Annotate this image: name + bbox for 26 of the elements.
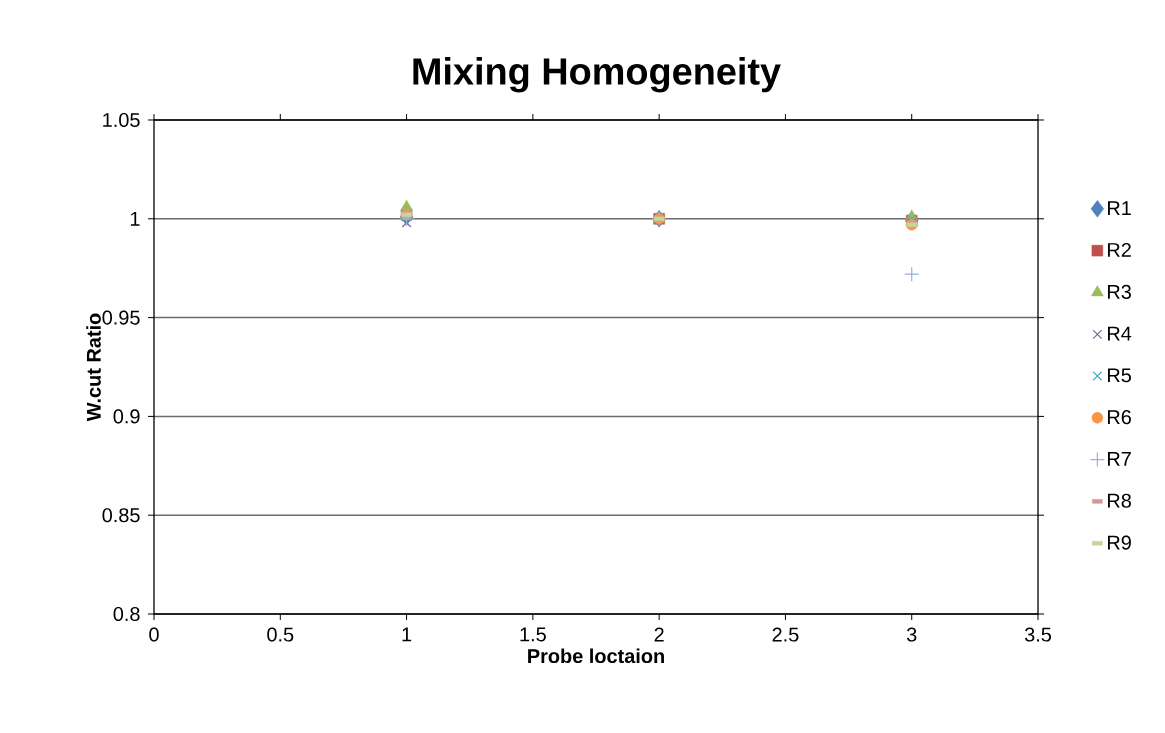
x-tick-label: 3 <box>906 627 917 642</box>
legend-label: R1 <box>1108 201 1131 215</box>
x-tick-label: 1.5 <box>520 627 546 642</box>
legend-label: R3 <box>1108 284 1131 299</box>
legend-label: R6 <box>1108 410 1131 425</box>
legend-label: R8 <box>1108 493 1131 508</box>
legend-label: R2 <box>1108 242 1131 257</box>
legend-label: R7 <box>1108 451 1131 466</box>
x-tick-label: 1 <box>402 627 412 642</box>
y-axis-title: W.cut Ratio <box>86 313 101 422</box>
y-tick-label: 1.05 <box>103 112 140 128</box>
y-tick-label: 0.95 <box>102 310 140 325</box>
x-tick-label: 0 <box>149 627 159 642</box>
x-tick-label: 2 <box>654 627 664 642</box>
legend-label: R5 <box>1108 368 1131 383</box>
legend-label: R9 <box>1108 535 1131 550</box>
chart-title: Mixing Homogeneity <box>413 57 781 93</box>
x-axis-title: Probe loctaion <box>528 648 664 664</box>
y-tick-label: 0.85 <box>102 508 140 523</box>
y-tick-label: 0.8 <box>113 606 140 622</box>
y-tick-label: 1 <box>130 211 140 226</box>
y-tick-label: 0.9 <box>113 409 140 424</box>
x-tick-label: 2.5 <box>772 627 799 642</box>
x-tick-label: 3.5 <box>1024 627 1052 642</box>
x-tick-label: 0.5 <box>267 627 294 642</box>
legend-label: R4 <box>1108 326 1132 341</box>
